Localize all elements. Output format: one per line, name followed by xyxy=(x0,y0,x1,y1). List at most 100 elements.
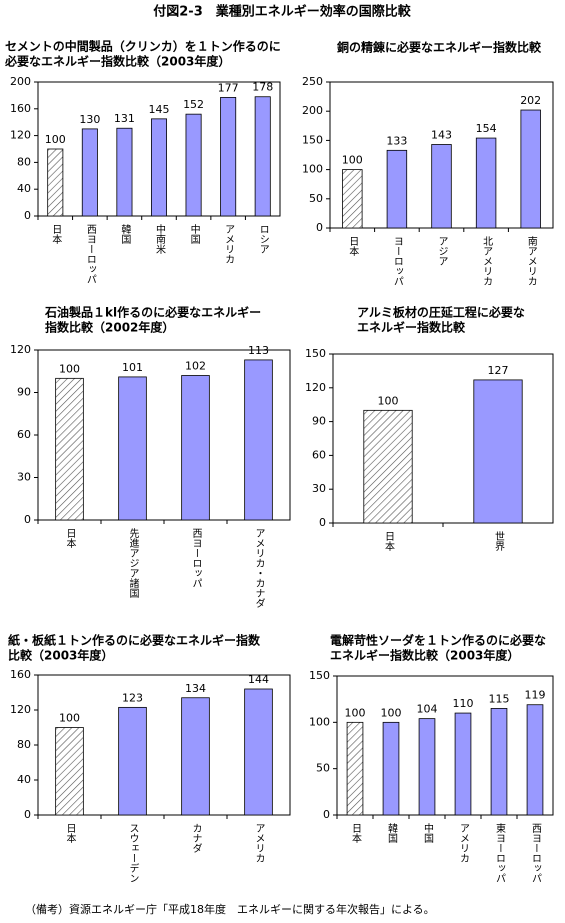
value-label: 119 xyxy=(525,689,546,702)
chart-title: 比較（2003年度） xyxy=(8,648,113,663)
value-label: 134 xyxy=(185,682,206,695)
chart-title: 電解苛性ソーダを１トン作るのに必要な xyxy=(330,633,546,648)
value-label: 154 xyxy=(476,122,497,135)
bar xyxy=(185,113,202,217)
y-tick-label: 0 xyxy=(319,516,326,529)
bar xyxy=(55,727,84,816)
y-tick-label: 120 xyxy=(10,703,31,716)
y-tick-label: 30 xyxy=(312,482,326,495)
value-label: 100 xyxy=(342,154,363,167)
y-tick-label: 50 xyxy=(316,762,330,775)
bar xyxy=(116,127,133,217)
bar xyxy=(431,144,452,229)
value-label: 123 xyxy=(122,691,143,704)
x-tick-label: 先進アジア諸国 xyxy=(127,528,139,599)
x-tick-label: 韓国 xyxy=(119,224,131,245)
y-tick-label: 0 xyxy=(24,513,31,526)
x-tick-label: アメリカ xyxy=(223,224,234,264)
x-tick-label: 西ヨーロッパ xyxy=(84,224,96,284)
y-tick-label: 0 xyxy=(24,209,31,222)
y-tick-label: 40 xyxy=(17,182,31,195)
y-tick-label: 60 xyxy=(17,428,31,441)
x-tick-label: 韓国 xyxy=(386,823,398,844)
bar xyxy=(118,706,147,816)
bar xyxy=(181,375,210,521)
y-tick-label: 90 xyxy=(312,415,326,428)
bar xyxy=(150,118,168,217)
value-label: 127 xyxy=(488,364,509,377)
value-label: 101 xyxy=(122,361,143,374)
chart-title: 石油製品１kl作るのに必要なエネルギー xyxy=(44,305,261,320)
x-tick-label: 西ヨーロッパ xyxy=(190,528,202,588)
x-tick-label: 世界 xyxy=(493,531,505,552)
value-label: 131 xyxy=(114,112,135,125)
bar xyxy=(475,137,497,229)
y-tick-label: 30 xyxy=(17,471,31,484)
value-label: 177 xyxy=(218,81,239,94)
bar xyxy=(244,688,273,816)
x-tick-label: ヨーロッパ xyxy=(391,236,403,286)
bar xyxy=(47,148,64,217)
bar xyxy=(244,359,273,521)
chart-title: セメントの中間製品（クリンカ）を１トン作るのに xyxy=(5,39,281,54)
bar xyxy=(526,704,544,816)
y-tick-label: 120 xyxy=(305,381,326,394)
value-label: 178 xyxy=(252,81,273,94)
value-label: 144 xyxy=(248,673,269,686)
bar xyxy=(386,149,408,229)
y-tick-label: 150 xyxy=(305,347,326,360)
value-label: 110 xyxy=(453,697,474,710)
value-label: 100 xyxy=(378,394,399,407)
y-tick-label: 40 xyxy=(17,773,31,786)
y-tick-label: 80 xyxy=(17,155,31,168)
y-tick-label: 160 xyxy=(10,668,31,681)
y-tick-label: 0 xyxy=(316,221,323,234)
value-label: 100 xyxy=(59,362,80,375)
bar xyxy=(181,697,210,816)
y-tick-label: 120 xyxy=(10,343,31,356)
chart-title: 銅の精錬に必要なエネルギー指数比較 xyxy=(336,40,542,55)
value-label: 130 xyxy=(79,113,100,126)
bar xyxy=(342,169,363,229)
x-tick-label: アジア xyxy=(436,236,447,266)
x-tick-label: 西ヨーロッパ xyxy=(530,823,542,883)
bar xyxy=(55,377,84,521)
x-tick-label: 日本 xyxy=(350,823,362,844)
x-tick-label: アメリカ・カナダ xyxy=(253,528,265,608)
y-tick-label: 200 xyxy=(302,104,323,117)
chart-title: エネルギー指数比較 xyxy=(357,320,466,335)
y-tick-label: 0 xyxy=(24,808,31,821)
bar xyxy=(220,97,237,217)
bar xyxy=(418,718,436,816)
y-tick-label: 100 xyxy=(309,715,330,728)
chart-title: 紙・板紙１トン作るのに必要なエネルギー指数 xyxy=(8,633,261,648)
value-label: 143 xyxy=(431,128,452,141)
x-tick-label: 南アメリカ xyxy=(525,235,537,286)
x-tick-label: スウェーデン xyxy=(127,823,139,883)
x-tick-label: アメリカ xyxy=(458,823,469,863)
x-tick-label: 中南米 xyxy=(154,223,166,255)
bar xyxy=(363,409,413,524)
x-tick-label: 日本 xyxy=(383,531,395,552)
x-tick-label: 日本 xyxy=(64,528,76,549)
bar xyxy=(490,708,508,816)
bar xyxy=(81,128,98,217)
bar xyxy=(346,721,364,816)
value-label: 100 xyxy=(381,706,402,719)
y-tick-label: 150 xyxy=(309,669,330,682)
y-tick-label: 80 xyxy=(17,738,31,751)
bar xyxy=(118,376,147,521)
x-tick-label: 北アメリカ xyxy=(481,236,493,286)
y-tick-label: 120 xyxy=(10,129,31,142)
bar xyxy=(254,96,271,217)
y-tick-label: 250 xyxy=(302,75,323,88)
y-tick-label: 160 xyxy=(10,102,31,115)
bar xyxy=(520,109,541,229)
value-label: 202 xyxy=(520,94,541,107)
x-tick-label: 中国 xyxy=(422,822,434,844)
y-tick-label: 150 xyxy=(302,133,323,146)
value-label: 113 xyxy=(248,344,269,357)
chart-title: 指数比較（2002年度） xyxy=(45,320,174,335)
value-label: 104 xyxy=(417,703,438,716)
y-tick-label: 100 xyxy=(302,163,323,176)
